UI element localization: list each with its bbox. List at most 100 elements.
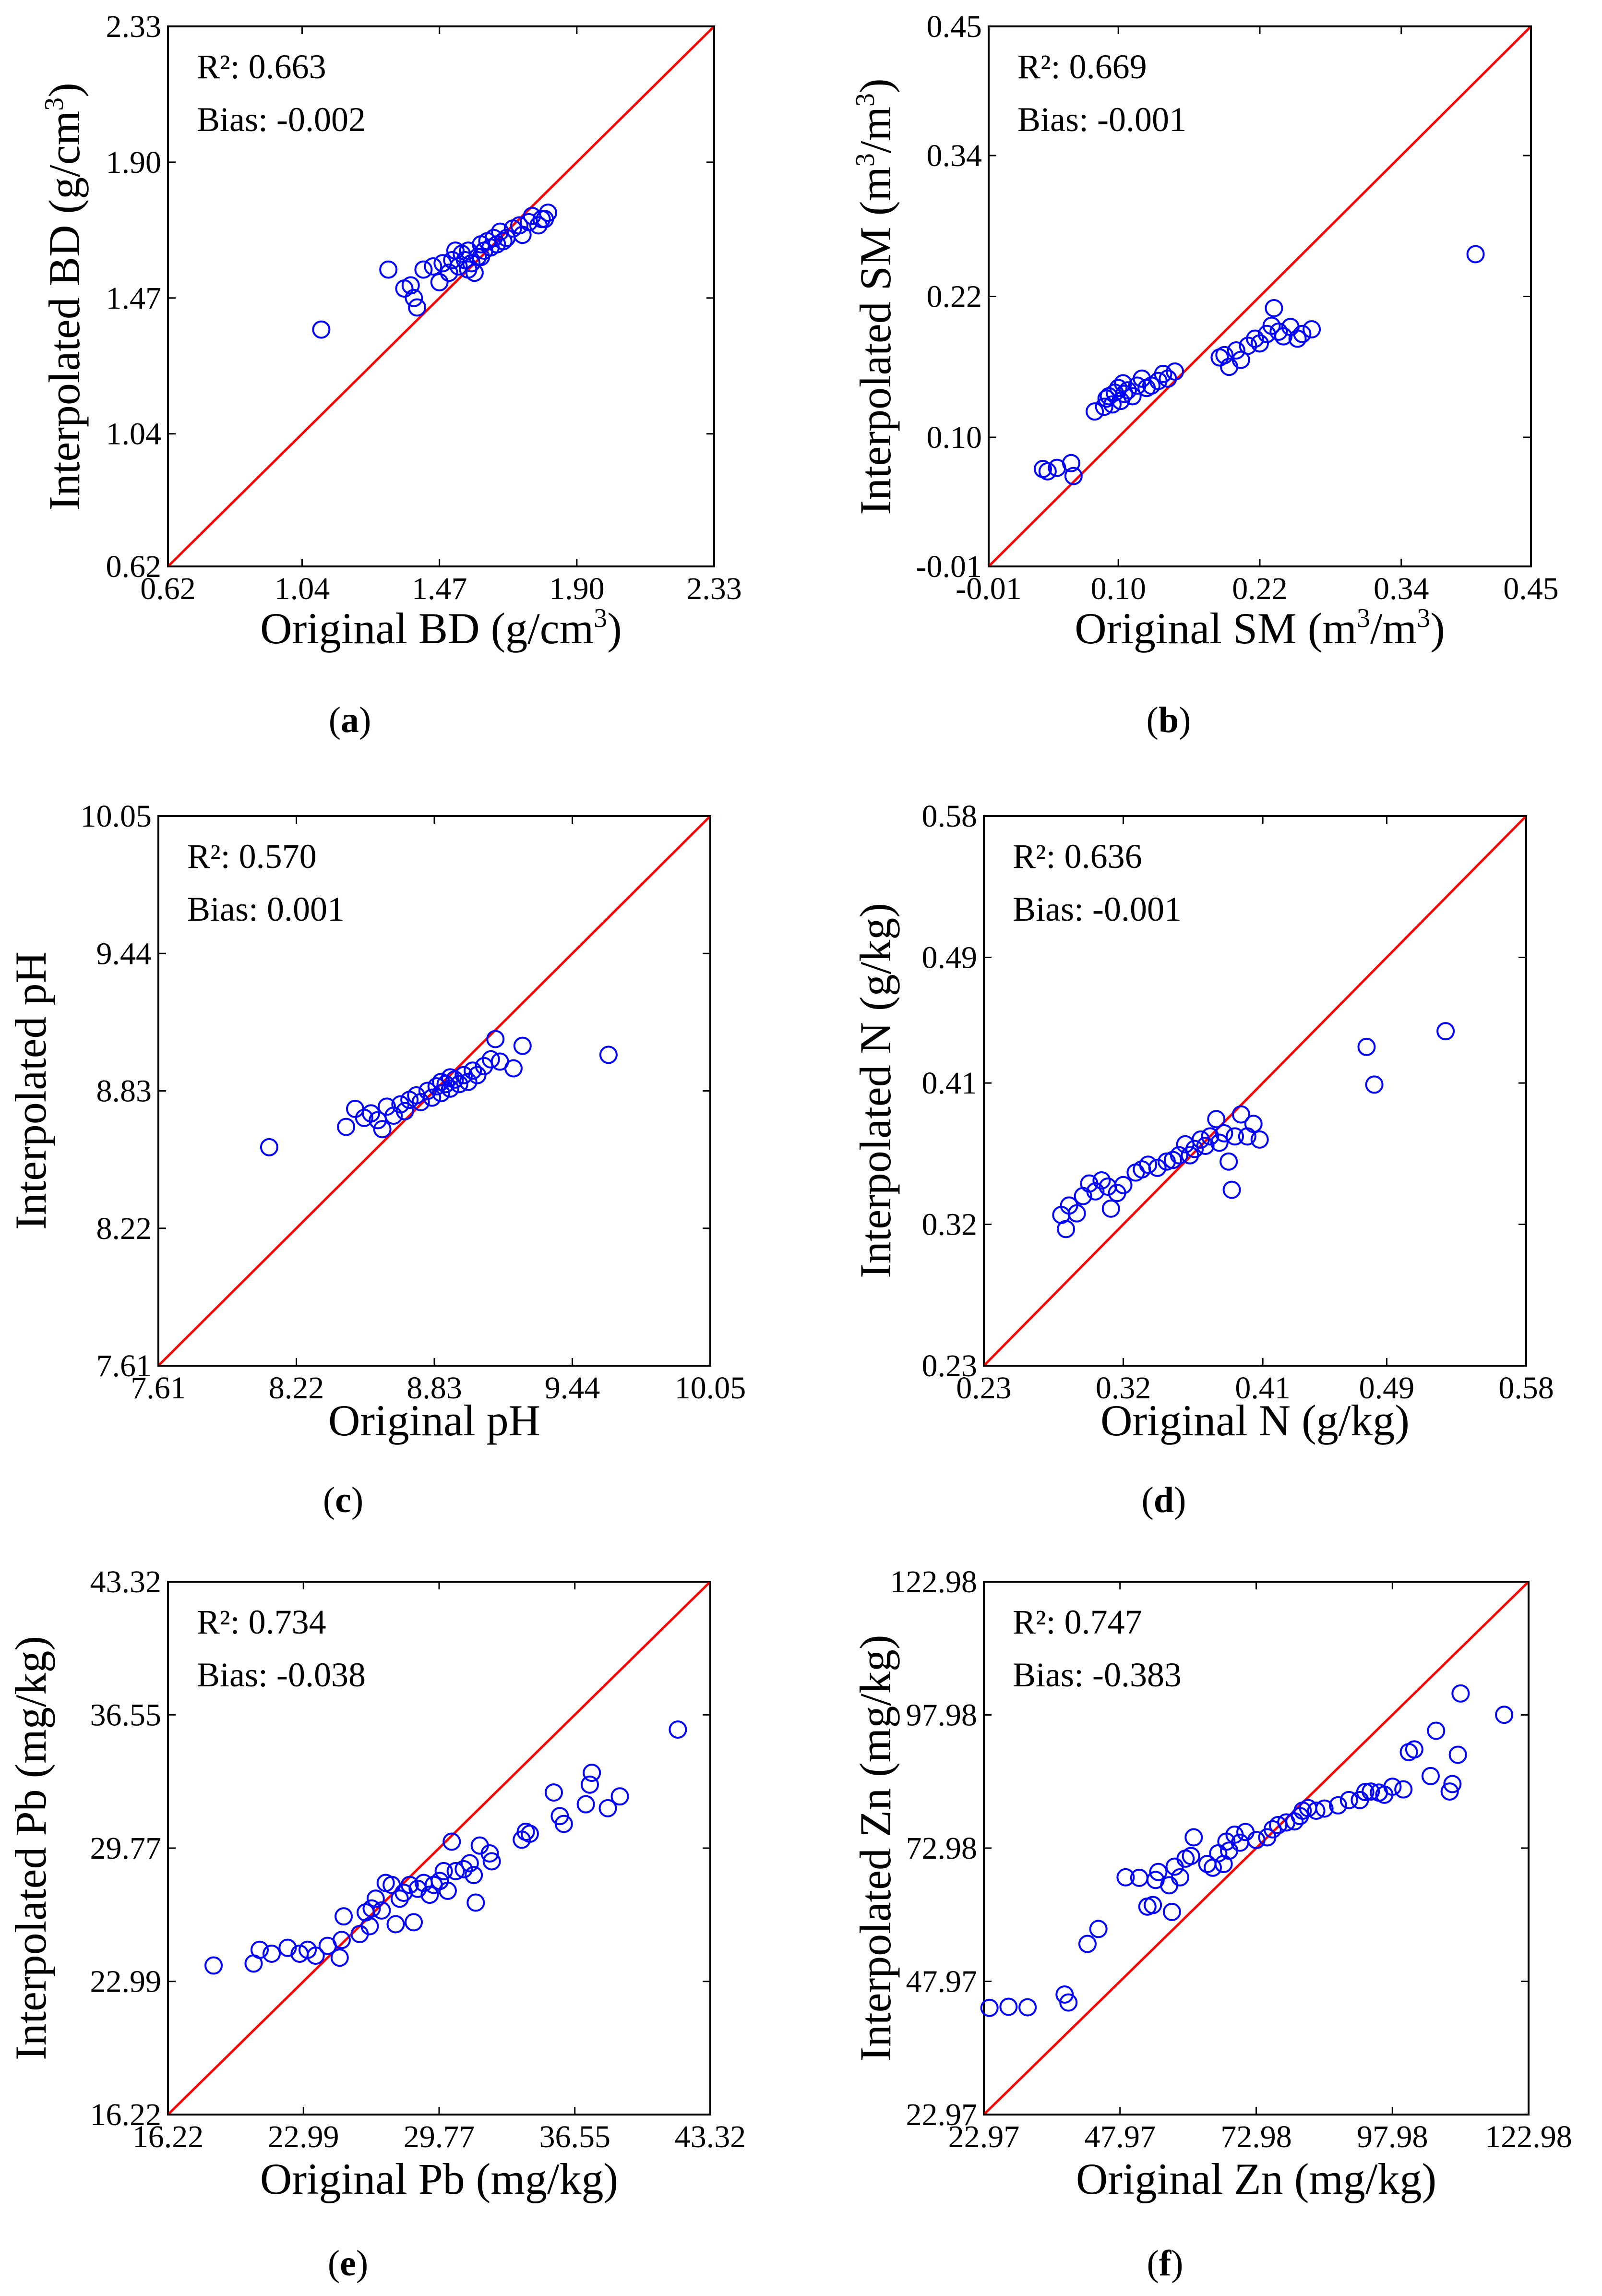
y-tick-label: 122.98 bbox=[890, 1564, 978, 1599]
data-point bbox=[332, 1931, 351, 1949]
data-point bbox=[405, 1913, 423, 1932]
data-point bbox=[372, 1901, 391, 1920]
data-point bbox=[1495, 1706, 1514, 1724]
data-point bbox=[464, 1061, 482, 1080]
data-point bbox=[460, 1854, 479, 1873]
data-point bbox=[1288, 329, 1307, 348]
data-point bbox=[1181, 1146, 1199, 1165]
data-point bbox=[362, 1104, 381, 1123]
y-tick-label: 10.05 bbox=[81, 799, 152, 834]
data-point bbox=[1274, 327, 1293, 346]
data-point bbox=[1149, 1863, 1168, 1881]
x-tick-label: 0.49 bbox=[1359, 1370, 1415, 1406]
data-point bbox=[1184, 1828, 1203, 1847]
data-point bbox=[1357, 1037, 1376, 1056]
r2-annotation: R²: 0.663 bbox=[197, 48, 326, 86]
data-point bbox=[1170, 1146, 1188, 1165]
data-point bbox=[999, 1997, 1018, 2016]
panel-caption: (c) bbox=[323, 1480, 363, 1520]
y-tick-label: 1.90 bbox=[106, 145, 162, 180]
x-tick-label: 9.44 bbox=[545, 1370, 600, 1406]
y-axis-label: Interpolated N (g/kg) bbox=[851, 903, 900, 1278]
data-point bbox=[443, 251, 462, 269]
data-point bbox=[454, 1860, 473, 1878]
r2-annotation: R²: 0.669 bbox=[1017, 48, 1147, 86]
y-tick-label: 22.97 bbox=[906, 2097, 978, 2132]
identity-line bbox=[983, 815, 1527, 1367]
r2-annotation: R²: 0.570 bbox=[187, 837, 317, 876]
data-point bbox=[510, 216, 529, 235]
y-tick-label: 1.04 bbox=[106, 417, 162, 452]
y-tick-label: 22.99 bbox=[90, 1964, 162, 1999]
identity-line bbox=[167, 1581, 711, 2116]
panel-caption: (b) bbox=[1147, 700, 1191, 740]
data-point bbox=[438, 1881, 457, 1900]
y-tick-label: 0.62 bbox=[106, 549, 162, 584]
y-axis-label: Interpolated Zn (mg/kg) bbox=[851, 1635, 900, 2061]
data-point bbox=[599, 1046, 618, 1064]
data-point bbox=[401, 276, 420, 295]
data-point bbox=[1154, 364, 1172, 383]
x-tick-label: 22.97 bbox=[948, 2119, 1020, 2154]
data-point bbox=[1246, 329, 1265, 348]
data-point bbox=[1115, 385, 1134, 403]
data-point bbox=[583, 1764, 601, 1782]
chart-panel-d: 0.230.23 0.32 0.32 0.41 0.41 0.49 0.49 0.58 0.58… bbox=[851, 799, 1554, 1520]
data-point bbox=[1293, 325, 1312, 343]
data-point bbox=[538, 204, 557, 222]
x-tick-label: 0.62 bbox=[140, 571, 196, 606]
data-point bbox=[1303, 320, 1321, 338]
data-point bbox=[1269, 322, 1288, 341]
y-tick-label: 29.77 bbox=[90, 1831, 162, 1866]
data-point bbox=[1339, 1791, 1358, 1809]
data-point bbox=[414, 260, 433, 279]
y-tick-label: 0.32 bbox=[922, 1207, 978, 1242]
data-point bbox=[405, 289, 423, 307]
y-tick-label: 0.10 bbox=[927, 420, 982, 455]
data-point bbox=[1215, 346, 1234, 364]
data-point bbox=[1116, 1868, 1135, 1887]
data-point bbox=[1356, 1783, 1375, 1802]
data-point bbox=[441, 1079, 459, 1098]
data-point bbox=[432, 1072, 451, 1091]
data-point bbox=[335, 1907, 353, 1926]
x-tick-label: 16.22 bbox=[132, 2119, 204, 2154]
data-point bbox=[486, 1030, 505, 1048]
data-point bbox=[1421, 1767, 1440, 1785]
data-point bbox=[513, 1036, 532, 1055]
x-tick-label: 36.55 bbox=[539, 2119, 610, 2154]
x-tick-label: 122.98 bbox=[1485, 2119, 1572, 2154]
data-point bbox=[466, 1893, 485, 1912]
data-point bbox=[482, 1852, 501, 1871]
data-point bbox=[1362, 1782, 1380, 1801]
data-point bbox=[306, 1947, 325, 1965]
y-tick-label: -0.01 bbox=[916, 549, 982, 584]
y-tick-label: 8.83 bbox=[96, 1074, 152, 1109]
x-axis-label: Original pH bbox=[328, 1396, 540, 1445]
data-point bbox=[1101, 1199, 1120, 1218]
data-point bbox=[488, 235, 506, 253]
data-point bbox=[1095, 397, 1113, 416]
data-point bbox=[441, 1068, 459, 1087]
x-axis-label: Original Zn (mg/kg) bbox=[1076, 2154, 1436, 2203]
data-point bbox=[1219, 1152, 1238, 1171]
data-point bbox=[360, 1917, 379, 1935]
x-tick-label: 0.22 bbox=[1232, 571, 1288, 606]
y-tick-label: 72.98 bbox=[906, 1831, 978, 1866]
x-tick-label: 0.58 bbox=[1498, 1370, 1554, 1406]
data-point bbox=[1192, 1130, 1210, 1149]
data-point bbox=[366, 1889, 385, 1908]
data-point bbox=[1086, 402, 1104, 421]
data-point bbox=[446, 1862, 465, 1880]
data-point bbox=[1215, 1124, 1233, 1142]
data-point bbox=[408, 298, 427, 317]
x-tick-label: 0.23 bbox=[956, 1370, 1012, 1406]
chart-panel-b: -0.01-0.01 0.10 0.10 0.22 0.22 0.34 0.34 0.45 0.… bbox=[850, 9, 1559, 740]
data-point bbox=[434, 1862, 453, 1880]
x-tick-label: 1.47 bbox=[412, 571, 467, 606]
data-point bbox=[1103, 395, 1122, 414]
data-point bbox=[430, 273, 449, 291]
y-tick-label: 9.44 bbox=[96, 936, 152, 971]
